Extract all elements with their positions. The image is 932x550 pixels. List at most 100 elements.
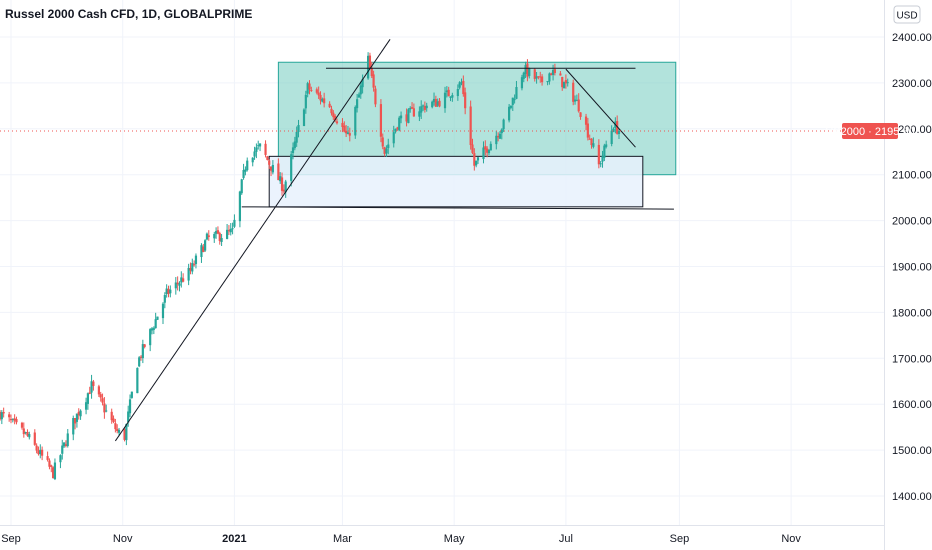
candle-body xyxy=(398,117,401,131)
candle-body xyxy=(610,130,613,144)
candle-body xyxy=(207,235,210,237)
candle-body xyxy=(476,157,480,161)
candle-body xyxy=(116,429,119,432)
candle-body xyxy=(48,460,51,467)
candle-body xyxy=(423,105,426,110)
candle-body xyxy=(509,105,513,108)
candle-body xyxy=(0,412,3,420)
candle-body xyxy=(46,456,49,460)
candle-body xyxy=(225,229,229,239)
candle-body xyxy=(539,76,542,78)
candle-body xyxy=(399,115,403,119)
candle-body xyxy=(103,403,106,413)
candle-body xyxy=(257,145,260,147)
candle-body xyxy=(154,319,157,329)
candle-body xyxy=(409,107,412,110)
candle-body xyxy=(156,316,159,320)
candle-body xyxy=(566,82,569,84)
candle-body xyxy=(540,76,544,83)
candle-body xyxy=(61,445,64,454)
candle-body xyxy=(367,55,370,79)
candle-body xyxy=(253,151,256,157)
candle-body xyxy=(420,106,423,113)
candle-body xyxy=(227,230,231,232)
candle-body xyxy=(564,80,567,84)
candle-body xyxy=(79,410,82,417)
candle-body xyxy=(50,465,53,467)
candle-body xyxy=(11,419,14,421)
candle-body xyxy=(242,170,245,178)
candle-body xyxy=(513,99,516,101)
candle-body xyxy=(348,133,351,136)
candle-body xyxy=(374,88,377,105)
candle-body xyxy=(205,233,209,240)
candle-body xyxy=(24,432,27,434)
candle-body xyxy=(537,76,540,78)
y-tick-label: 2100.00 xyxy=(892,170,932,182)
candle-body xyxy=(110,411,113,421)
currency-button[interactable]: USD xyxy=(893,5,921,24)
candle-body xyxy=(354,106,357,136)
candle-body xyxy=(425,105,428,109)
candle-body xyxy=(335,121,339,124)
candle-body xyxy=(59,455,62,463)
candle-body xyxy=(277,163,280,181)
candle-body xyxy=(407,109,410,124)
candle-body xyxy=(438,100,441,107)
candle-body xyxy=(64,444,68,446)
candle-body xyxy=(66,433,69,447)
candle-body xyxy=(310,89,313,91)
candle-body xyxy=(579,112,582,117)
candle-body xyxy=(559,73,562,76)
candle-body xyxy=(141,344,144,359)
candle-body xyxy=(584,116,588,125)
candle-body xyxy=(20,422,24,428)
candle-body xyxy=(264,143,267,155)
candle-body xyxy=(215,231,218,234)
candle-body xyxy=(143,344,146,347)
candle-body xyxy=(368,55,372,69)
candle-body xyxy=(603,145,606,158)
candle-body xyxy=(75,413,79,422)
candle-body xyxy=(500,129,503,134)
candle-body xyxy=(445,90,448,93)
candle-body xyxy=(528,68,531,76)
candle-body xyxy=(266,156,269,160)
candle-body xyxy=(194,255,198,265)
x-tick-label: Jul xyxy=(559,533,573,545)
candle-body xyxy=(328,103,331,108)
candle-body xyxy=(0,411,2,420)
candle-body xyxy=(343,125,346,132)
candle-body xyxy=(246,160,249,171)
line-downtrend xyxy=(565,68,636,148)
line-uptrend xyxy=(114,39,391,442)
candle-body xyxy=(105,410,108,412)
candle-body xyxy=(72,418,75,435)
candle-body xyxy=(112,418,115,422)
candle-body xyxy=(191,263,194,272)
candle-body xyxy=(302,109,306,127)
candle-body xyxy=(84,402,88,410)
candle-body xyxy=(473,153,476,166)
candle-body xyxy=(601,156,604,162)
candle-body xyxy=(268,160,271,165)
candle-body xyxy=(161,303,165,319)
candle-body xyxy=(392,132,395,144)
candle-body xyxy=(385,148,388,154)
candle-body xyxy=(73,418,77,424)
candle-body xyxy=(356,99,359,109)
candle-body xyxy=(28,434,31,438)
candle-body xyxy=(139,356,143,358)
grid xyxy=(0,0,884,525)
candle-body xyxy=(394,128,397,132)
candle-body xyxy=(26,432,29,436)
candle-body xyxy=(590,138,593,146)
candle-body xyxy=(546,81,549,83)
candle-body xyxy=(13,418,16,421)
candle-body xyxy=(431,101,434,108)
candle-body xyxy=(297,125,300,133)
candle-body xyxy=(553,69,557,73)
candle-body xyxy=(304,94,307,109)
y-tick-label: 1900.00 xyxy=(892,262,932,274)
candle-body xyxy=(180,277,183,283)
